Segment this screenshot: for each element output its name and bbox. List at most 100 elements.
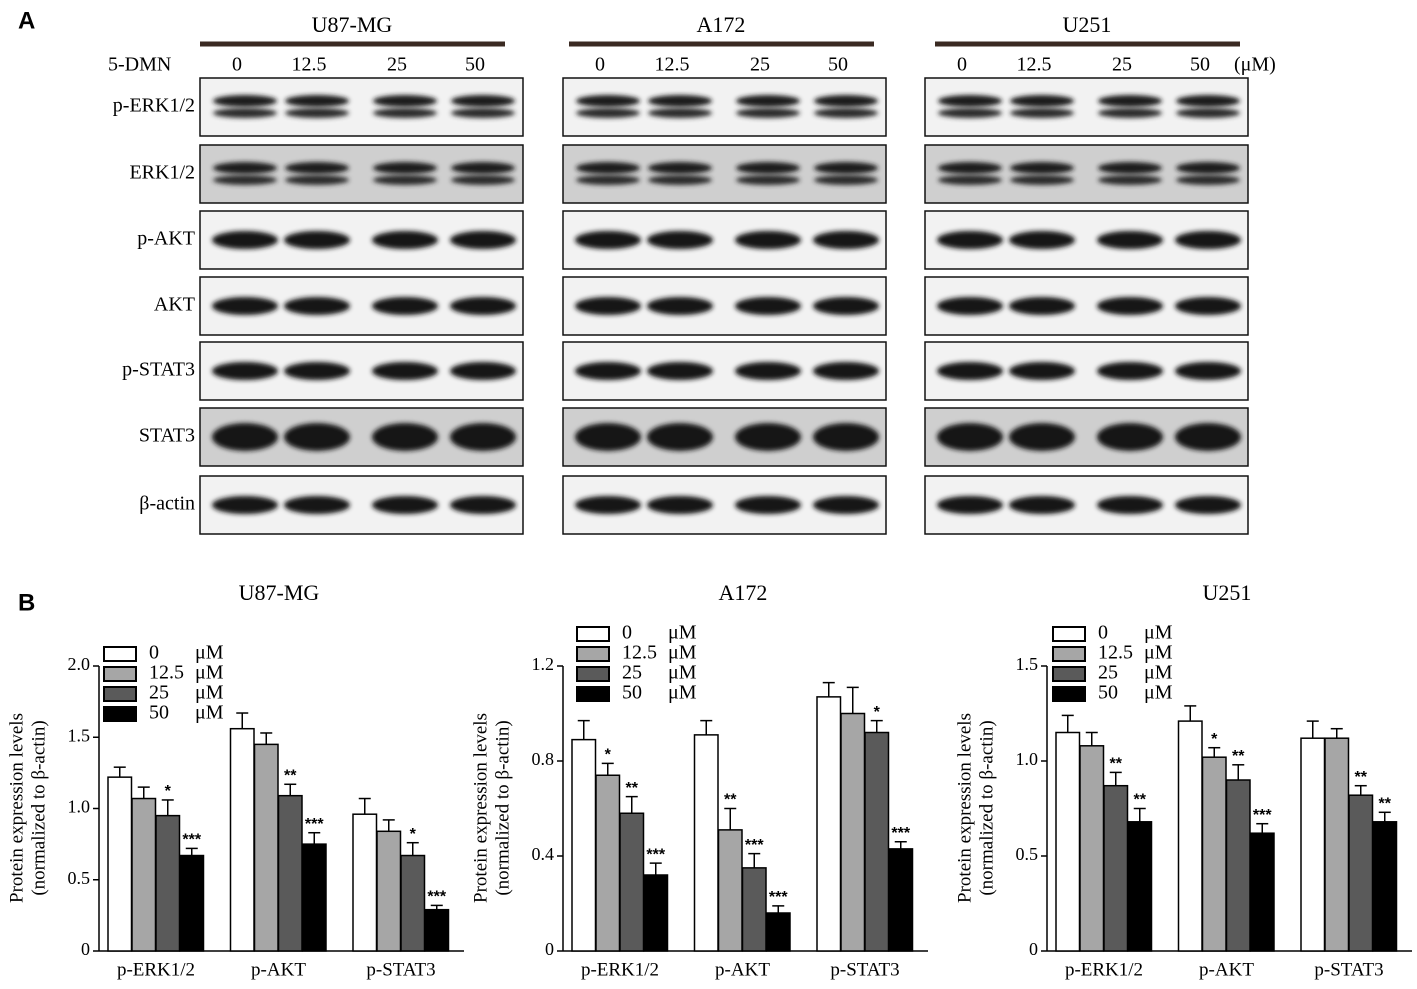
bar (352, 813, 378, 952)
bar (1055, 731, 1081, 952)
y-axis-label: (normalized to β-actin) (28, 720, 49, 895)
band (451, 108, 515, 118)
band (284, 362, 350, 380)
band (813, 362, 879, 380)
dose-label: 12.5 (292, 54, 327, 76)
band (814, 175, 878, 185)
protein-label: STAT3 (139, 425, 195, 447)
band (1176, 175, 1240, 185)
significance: ** (1232, 748, 1245, 765)
bar (301, 843, 327, 952)
legend-unit: μM (1144, 682, 1173, 704)
band (1009, 496, 1075, 514)
band (1097, 423, 1163, 451)
significance: *** (745, 837, 764, 854)
band (814, 108, 878, 118)
band (813, 297, 879, 315)
band (372, 362, 438, 380)
band (212, 362, 278, 380)
band (285, 95, 349, 107)
band (647, 297, 713, 315)
band (1176, 108, 1240, 118)
band (575, 362, 641, 380)
band (1175, 362, 1241, 380)
legend-swatch (1052, 626, 1086, 642)
band (735, 231, 801, 249)
band (735, 496, 801, 514)
legend-label: 50 (149, 702, 169, 724)
band (284, 423, 350, 451)
band (576, 95, 640, 107)
chart-title: U251 (1203, 580, 1252, 605)
band (285, 175, 349, 185)
band (212, 297, 278, 315)
bar (1127, 821, 1153, 952)
bar (229, 727, 255, 952)
bar (1201, 756, 1227, 952)
band (1010, 108, 1074, 118)
cell-line-header: U87-MG (312, 12, 393, 37)
y-tick-label: 0.8 (532, 749, 555, 769)
blot (562, 77, 887, 137)
significance: ** (1110, 756, 1123, 773)
dose-label: 50 (1190, 54, 1210, 76)
bar (1300, 737, 1326, 952)
significance: ** (724, 792, 737, 809)
protein-label: ERK1/2 (129, 162, 195, 184)
bar (1225, 779, 1251, 952)
band (1009, 423, 1075, 451)
band (736, 175, 800, 185)
legend-swatch (103, 646, 137, 662)
legend-label: 12.5 (149, 662, 184, 684)
band (736, 108, 800, 118)
dose-label: 25 (750, 54, 770, 76)
band (450, 496, 516, 514)
y-axis-label: (normalized to β-actin) (976, 720, 997, 895)
y-tick-label: 1.5 (68, 725, 91, 745)
x-tick-label: p-ERK1/2 (1065, 959, 1143, 980)
significance: * (1211, 731, 1218, 748)
significance: ** (1355, 769, 1368, 786)
dose-label: 50 (465, 54, 485, 76)
band (284, 496, 350, 514)
bar (888, 848, 914, 952)
band (372, 231, 438, 249)
band (284, 297, 350, 315)
significance: *** (1253, 807, 1272, 824)
band (813, 423, 879, 451)
legend-label: 25 (1098, 662, 1118, 684)
significance: * (410, 826, 417, 843)
bar (107, 776, 133, 952)
band (373, 108, 437, 118)
legend-unit: μM (195, 682, 224, 704)
band (450, 231, 516, 249)
legend-unit: μM (1144, 662, 1173, 684)
x-tick-label: p-STAT3 (1314, 959, 1383, 980)
band (937, 423, 1003, 451)
band (1098, 175, 1162, 185)
band (575, 496, 641, 514)
band (1009, 231, 1075, 249)
legend-swatch (576, 686, 610, 702)
band (1175, 231, 1241, 249)
y-tick-label: 0.5 (68, 868, 91, 888)
band (1097, 496, 1163, 514)
chart-title: A172 (719, 580, 768, 605)
band (937, 496, 1003, 514)
legend-swatch (1052, 666, 1086, 682)
bar (840, 712, 866, 952)
bar (376, 830, 402, 952)
band (450, 297, 516, 315)
band (648, 175, 712, 185)
unit-label: (μM) (1234, 54, 1276, 76)
blot (562, 144, 887, 204)
band (813, 231, 879, 249)
band (1010, 175, 1074, 185)
legend-label: 0 (1098, 622, 1108, 644)
band (1009, 297, 1075, 315)
dose-label: 25 (387, 54, 407, 76)
bar (741, 867, 767, 952)
blot (924, 144, 1249, 204)
cell-line-header: A172 (697, 12, 746, 37)
